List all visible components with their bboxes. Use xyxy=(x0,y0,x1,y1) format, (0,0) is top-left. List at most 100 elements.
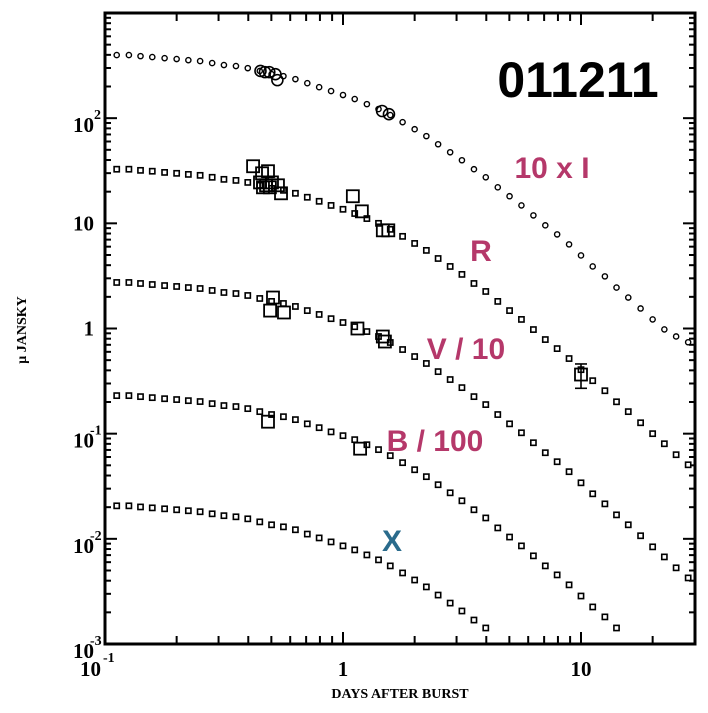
model-point xyxy=(375,556,382,564)
model-point xyxy=(601,500,609,508)
model-point xyxy=(148,281,156,288)
model-point xyxy=(184,284,192,291)
model-point xyxy=(113,392,121,400)
model-point xyxy=(292,416,299,424)
model-point xyxy=(196,508,204,516)
observed-point xyxy=(574,367,588,382)
model-point xyxy=(553,231,561,238)
model-point xyxy=(672,451,680,459)
observed-point xyxy=(354,204,369,219)
chart-title: 011211 xyxy=(497,52,658,108)
model-point xyxy=(256,295,264,302)
model-point xyxy=(565,581,573,589)
model-point xyxy=(470,616,478,624)
observed-point xyxy=(345,189,360,204)
observed-point xyxy=(375,329,390,344)
model-point xyxy=(660,553,668,561)
model-point xyxy=(184,507,192,515)
model-point xyxy=(303,420,311,428)
observed-point xyxy=(266,290,280,305)
model-point xyxy=(339,205,347,213)
model-point xyxy=(292,189,299,197)
model-point xyxy=(506,307,513,314)
model-point xyxy=(220,289,228,296)
model-point xyxy=(422,246,430,254)
model-point xyxy=(577,252,585,259)
model-point xyxy=(386,111,394,119)
model-point xyxy=(208,173,216,181)
model-point xyxy=(637,305,644,312)
model-point xyxy=(363,215,371,222)
model-point xyxy=(303,307,311,314)
y-tick-label: 10 xyxy=(73,429,94,453)
model-point xyxy=(232,403,240,410)
model-point xyxy=(268,411,275,418)
observed-point xyxy=(271,73,284,87)
model-point xyxy=(589,263,597,270)
model-point xyxy=(339,542,347,550)
model-point xyxy=(565,468,573,476)
model-point xyxy=(161,169,168,176)
model-point xyxy=(196,171,204,179)
model-point xyxy=(434,255,442,262)
x-axis-label: DAYS AFTER BURST xyxy=(331,687,469,702)
observed-point xyxy=(353,441,368,456)
observed-point xyxy=(350,321,365,336)
observed-point xyxy=(246,159,260,174)
model-point xyxy=(327,538,335,546)
model-point xyxy=(196,398,204,405)
model-point xyxy=(304,79,311,87)
series-label-i: 10 x I xyxy=(514,152,589,185)
model-point xyxy=(173,283,181,290)
model-point xyxy=(386,562,394,570)
model-point xyxy=(386,452,394,460)
model-point xyxy=(113,165,121,173)
model-point xyxy=(649,543,657,551)
observed-point xyxy=(375,104,389,118)
model-point xyxy=(244,64,252,72)
model-point xyxy=(672,564,680,572)
model-point xyxy=(482,288,490,295)
model-point xyxy=(399,346,406,353)
model-point xyxy=(244,515,252,523)
model-point xyxy=(148,53,156,61)
model-point xyxy=(649,316,656,323)
model-point xyxy=(518,429,525,437)
model-point xyxy=(434,368,442,376)
model-point xyxy=(161,54,168,62)
model-point xyxy=(530,552,537,560)
model-point xyxy=(363,551,371,559)
model-point xyxy=(208,287,216,294)
model-point xyxy=(137,52,144,60)
model-point xyxy=(351,210,359,217)
model-point xyxy=(292,75,299,83)
model-point xyxy=(553,458,561,466)
model-point xyxy=(458,497,466,505)
model-point xyxy=(244,405,252,413)
model-point xyxy=(684,338,692,346)
model-point xyxy=(399,232,406,240)
model-point xyxy=(589,490,597,498)
model-point xyxy=(470,506,478,514)
model-point xyxy=(208,400,216,408)
model-point xyxy=(470,393,478,401)
model-point xyxy=(577,592,585,600)
model-point xyxy=(351,95,359,103)
model-point xyxy=(422,360,430,367)
model-point xyxy=(577,479,585,487)
x-tick-label: 10 xyxy=(80,657,101,681)
model-point xyxy=(339,91,347,99)
model-point xyxy=(303,530,311,538)
series-label-r: R xyxy=(470,235,492,268)
model-point xyxy=(482,401,490,408)
model-point xyxy=(458,270,466,278)
model-point xyxy=(327,87,335,95)
observed-point xyxy=(263,303,278,318)
model-point xyxy=(565,355,573,362)
y-tick-label: 1 xyxy=(84,317,95,341)
model-point xyxy=(434,481,442,489)
model-point xyxy=(208,510,216,518)
model-point xyxy=(446,148,454,156)
model-point xyxy=(470,280,478,287)
